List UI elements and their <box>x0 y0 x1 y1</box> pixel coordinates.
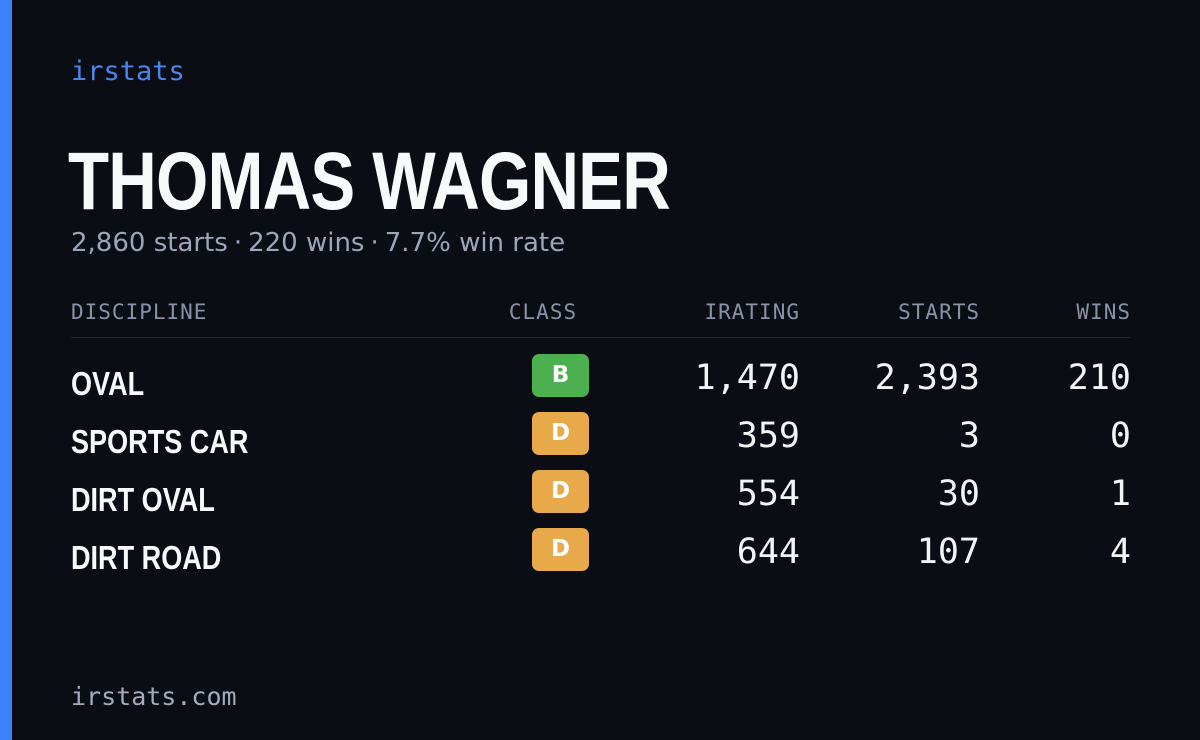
wins-summary: 220 wins <box>248 228 365 258</box>
class-badge: D <box>532 528 589 571</box>
header-discipline: DISCIPLINE <box>71 300 208 324</box>
accent-bar <box>0 0 12 740</box>
irating-value: 644 <box>736 532 800 572</box>
starts-value: 107 <box>916 532 980 572</box>
footer-url: irstats.com <box>71 682 237 711</box>
summary-separator: · <box>233 228 243 258</box>
table-header: DISCIPLINE CLASS IRATING STARTS WINS <box>71 298 1131 338</box>
irating-value: 554 <box>736 474 800 514</box>
starts-value: 30 <box>937 474 980 514</box>
discipline-name: DIRT OVAL <box>71 481 215 518</box>
starts-value: 2,393 <box>874 358 980 398</box>
wins-value: 210 <box>1067 358 1131 398</box>
header-class: CLASS <box>508 300 578 324</box>
discipline-name: SPORTS CAR <box>71 423 249 460</box>
header-irating: IRATING <box>704 300 800 324</box>
class-badge: B <box>532 354 589 397</box>
table-row: OVAL B 1,470 2,393 210 <box>71 354 1131 412</box>
starts-value: 3 <box>958 416 980 456</box>
starts-summary: 2,860 starts <box>71 228 228 258</box>
table-row: DIRT OVAL D 554 30 1 <box>71 470 1131 528</box>
header-starts: STARTS <box>898 300 980 324</box>
class-badge: D <box>532 412 589 455</box>
header-wins: WINS <box>1076 300 1131 324</box>
irating-value: 1,470 <box>694 358 800 398</box>
summary-separator: · <box>370 228 379 258</box>
table-row: SPORTS CAR D 359 3 0 <box>71 412 1131 470</box>
table-row: DIRT ROAD D 644 107 4 <box>71 528 1131 586</box>
win-rate-summary: 7.7% win rate <box>384 228 566 258</box>
class-badge: D <box>532 470 589 513</box>
wins-value: 4 <box>1109 532 1131 572</box>
wins-value: 1 <box>1109 474 1131 514</box>
table-body: OVAL B 1,470 2,393 210 SPORTS CAR D 359 … <box>71 338 1131 586</box>
brand-logo-text: irstats <box>71 56 185 87</box>
discipline-table: DISCIPLINE CLASS IRATING STARTS WINS OVA… <box>71 298 1131 586</box>
player-name: THOMAS WAGNER <box>68 136 671 227</box>
discipline-name: DIRT ROAD <box>71 539 222 576</box>
discipline-name: OVAL <box>71 365 145 402</box>
irating-value: 359 <box>736 416 800 456</box>
wins-value: 0 <box>1109 416 1131 456</box>
player-summary: 2,860 starts · 220 wins · 7.7% win rate <box>71 228 565 258</box>
